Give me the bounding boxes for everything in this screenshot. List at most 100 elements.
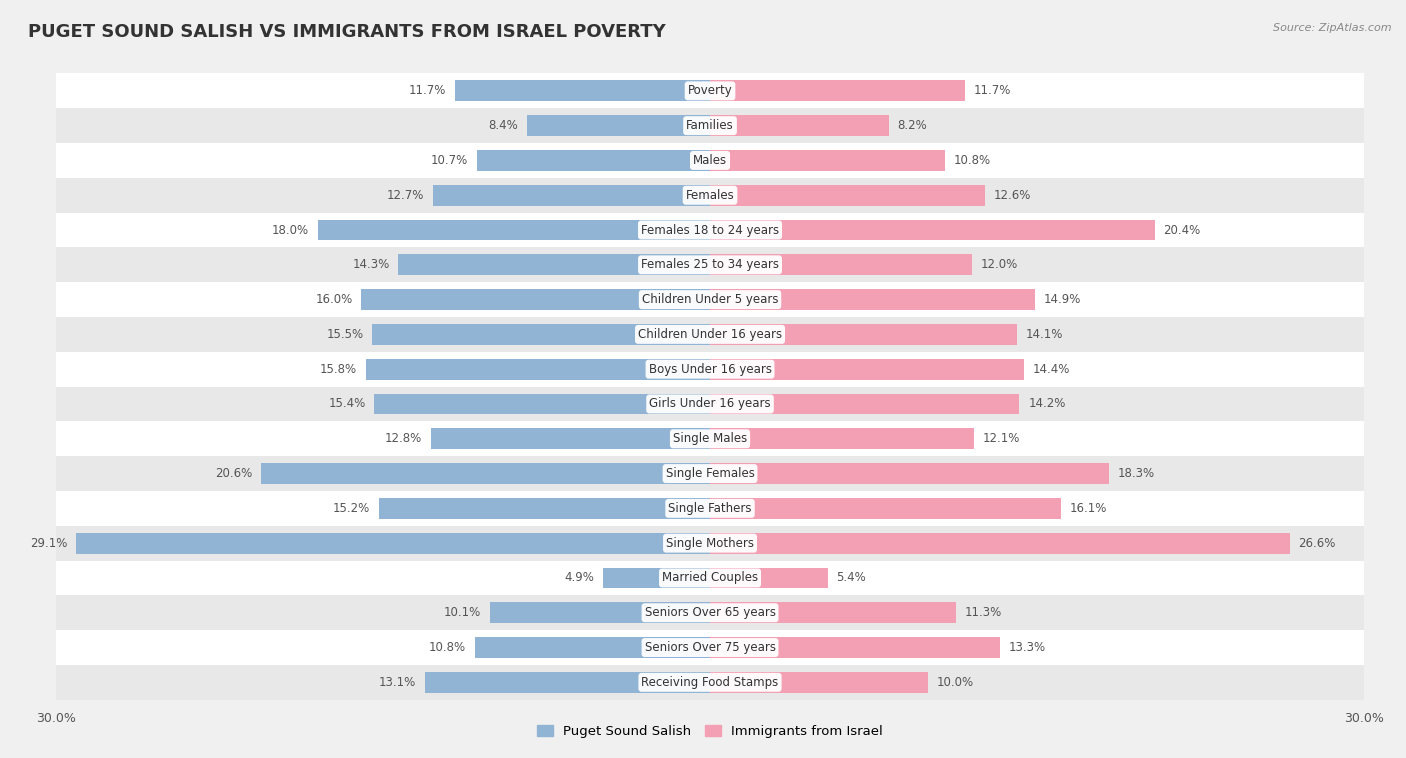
Text: 15.2%: 15.2% bbox=[333, 502, 370, 515]
Bar bbox=[56, 74, 1364, 108]
Text: 20.4%: 20.4% bbox=[1163, 224, 1201, 236]
Text: 11.7%: 11.7% bbox=[409, 84, 446, 97]
Bar bbox=[710, 220, 1154, 240]
Bar bbox=[710, 672, 928, 693]
Bar bbox=[710, 498, 1062, 518]
Bar bbox=[710, 568, 828, 588]
Text: Children Under 5 years: Children Under 5 years bbox=[641, 293, 779, 306]
Text: Females: Females bbox=[686, 189, 734, 202]
Text: Receiving Food Stamps: Receiving Food Stamps bbox=[641, 676, 779, 689]
Bar bbox=[432, 428, 710, 449]
Bar bbox=[710, 533, 1289, 553]
Bar bbox=[710, 393, 1019, 415]
Text: Seniors Over 65 years: Seniors Over 65 years bbox=[644, 606, 776, 619]
Text: 15.8%: 15.8% bbox=[319, 362, 357, 376]
Bar bbox=[710, 463, 1109, 484]
Text: 10.1%: 10.1% bbox=[444, 606, 481, 619]
Bar bbox=[378, 498, 710, 518]
Bar bbox=[433, 185, 710, 205]
Bar bbox=[318, 220, 710, 240]
Bar bbox=[56, 212, 1364, 247]
Text: PUGET SOUND SALISH VS IMMIGRANTS FROM ISRAEL POVERTY: PUGET SOUND SALISH VS IMMIGRANTS FROM IS… bbox=[28, 23, 666, 41]
Bar bbox=[603, 568, 710, 588]
Bar bbox=[56, 108, 1364, 143]
Bar bbox=[56, 387, 1364, 421]
Bar bbox=[56, 143, 1364, 178]
Text: 10.8%: 10.8% bbox=[955, 154, 991, 167]
Text: 16.0%: 16.0% bbox=[315, 293, 353, 306]
Bar bbox=[56, 247, 1364, 282]
Text: Single Fathers: Single Fathers bbox=[668, 502, 752, 515]
Bar bbox=[710, 115, 889, 136]
Text: Seniors Over 75 years: Seniors Over 75 years bbox=[644, 641, 776, 654]
Bar bbox=[398, 255, 710, 275]
Text: 29.1%: 29.1% bbox=[30, 537, 67, 550]
Text: 10.8%: 10.8% bbox=[429, 641, 465, 654]
Text: 12.7%: 12.7% bbox=[387, 189, 425, 202]
Text: 18.3%: 18.3% bbox=[1118, 467, 1154, 480]
Text: 10.7%: 10.7% bbox=[430, 154, 468, 167]
Bar bbox=[710, 80, 965, 102]
Text: 14.2%: 14.2% bbox=[1028, 397, 1066, 411]
Text: Poverty: Poverty bbox=[688, 84, 733, 97]
Text: 12.0%: 12.0% bbox=[980, 258, 1018, 271]
Bar bbox=[373, 324, 710, 345]
Text: 4.9%: 4.9% bbox=[565, 572, 595, 584]
Text: 14.3%: 14.3% bbox=[353, 258, 389, 271]
Bar bbox=[374, 393, 710, 415]
Bar bbox=[527, 115, 710, 136]
Text: 12.6%: 12.6% bbox=[993, 189, 1031, 202]
Text: Single Females: Single Females bbox=[665, 467, 755, 480]
Legend: Puget Sound Salish, Immigrants from Israel: Puget Sound Salish, Immigrants from Isra… bbox=[531, 719, 889, 743]
Text: 20.6%: 20.6% bbox=[215, 467, 253, 480]
Bar bbox=[710, 150, 945, 171]
Text: 16.1%: 16.1% bbox=[1070, 502, 1107, 515]
Text: 14.4%: 14.4% bbox=[1032, 362, 1070, 376]
Text: Females 18 to 24 years: Females 18 to 24 years bbox=[641, 224, 779, 236]
Bar bbox=[489, 603, 710, 623]
Text: 12.8%: 12.8% bbox=[385, 432, 422, 445]
Bar bbox=[56, 421, 1364, 456]
Bar bbox=[56, 352, 1364, 387]
Text: Married Couples: Married Couples bbox=[662, 572, 758, 584]
Bar bbox=[361, 289, 710, 310]
Bar bbox=[56, 491, 1364, 526]
Bar bbox=[456, 80, 710, 102]
Text: 8.2%: 8.2% bbox=[897, 119, 927, 132]
Text: 14.9%: 14.9% bbox=[1043, 293, 1081, 306]
Text: 11.3%: 11.3% bbox=[965, 606, 1002, 619]
Bar bbox=[710, 637, 1000, 658]
Bar bbox=[710, 255, 972, 275]
Bar bbox=[366, 359, 710, 380]
Bar bbox=[710, 324, 1018, 345]
Bar bbox=[56, 317, 1364, 352]
Bar bbox=[262, 463, 710, 484]
Bar bbox=[710, 359, 1024, 380]
Text: 18.0%: 18.0% bbox=[271, 224, 309, 236]
Bar bbox=[710, 603, 956, 623]
Bar bbox=[425, 672, 710, 693]
Bar bbox=[56, 282, 1364, 317]
Bar bbox=[56, 665, 1364, 700]
Bar bbox=[477, 150, 710, 171]
Text: Single Males: Single Males bbox=[673, 432, 747, 445]
Text: 11.7%: 11.7% bbox=[974, 84, 1011, 97]
Text: Males: Males bbox=[693, 154, 727, 167]
Text: 26.6%: 26.6% bbox=[1298, 537, 1336, 550]
Bar bbox=[710, 185, 984, 205]
Text: Families: Families bbox=[686, 119, 734, 132]
Text: 12.1%: 12.1% bbox=[983, 432, 1019, 445]
Bar bbox=[475, 637, 710, 658]
Bar bbox=[56, 630, 1364, 665]
Text: 14.1%: 14.1% bbox=[1026, 328, 1063, 341]
Bar bbox=[710, 428, 974, 449]
Text: 15.4%: 15.4% bbox=[329, 397, 366, 411]
Text: 13.1%: 13.1% bbox=[378, 676, 416, 689]
Bar bbox=[56, 456, 1364, 491]
Bar bbox=[710, 289, 1035, 310]
Text: Boys Under 16 years: Boys Under 16 years bbox=[648, 362, 772, 376]
Text: Single Mothers: Single Mothers bbox=[666, 537, 754, 550]
Text: Females 25 to 34 years: Females 25 to 34 years bbox=[641, 258, 779, 271]
Text: 8.4%: 8.4% bbox=[488, 119, 519, 132]
Text: 15.5%: 15.5% bbox=[326, 328, 364, 341]
